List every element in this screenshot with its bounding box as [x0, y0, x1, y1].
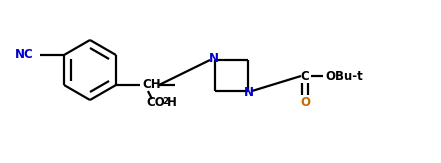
Text: C: C	[301, 69, 310, 82]
Text: N: N	[244, 86, 254, 98]
Text: O: O	[300, 96, 310, 110]
Text: H: H	[167, 96, 177, 110]
Text: CO: CO	[146, 96, 165, 110]
Text: CH: CH	[142, 77, 161, 90]
Text: NC: NC	[15, 47, 34, 60]
Text: 2: 2	[162, 96, 168, 105]
Text: OBu-t: OBu-t	[325, 69, 363, 82]
Text: N: N	[209, 52, 219, 66]
